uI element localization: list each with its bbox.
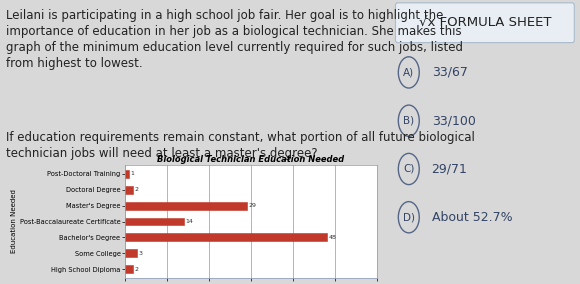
Text: Leilani is participating in a high school job fair. Her goal is to highlight the: Leilani is participating in a high schoo… (6, 9, 463, 70)
Bar (125, 202, 246, 210)
Text: 2: 2 (135, 267, 139, 272)
Text: C): C) (403, 164, 415, 174)
Bar (125, 249, 137, 257)
Text: 3: 3 (139, 251, 143, 256)
Text: B): B) (403, 116, 414, 126)
Title: Biological Technician Education Needed: Biological Technician Education Needed (157, 155, 345, 164)
Y-axis label: Education Needed: Education Needed (11, 190, 17, 253)
Text: √x FORMULA SHEET: √x FORMULA SHEET (419, 16, 551, 29)
Text: A): A) (403, 67, 414, 78)
Bar (125, 186, 133, 194)
Text: 33/67: 33/67 (432, 66, 467, 79)
FancyBboxPatch shape (396, 3, 574, 43)
Bar (125, 265, 133, 273)
Text: If education requirements remain constant, what portion of all future biological: If education requirements remain constan… (6, 131, 474, 160)
Text: About 52.7%: About 52.7% (432, 211, 512, 224)
Text: 48: 48 (328, 235, 336, 240)
Bar (125, 233, 327, 241)
Bar (125, 170, 129, 178)
Text: 14: 14 (185, 219, 193, 224)
Text: 2: 2 (135, 187, 139, 192)
Text: 1: 1 (130, 171, 135, 176)
Bar (125, 218, 183, 225)
Text: 29/71: 29/71 (432, 162, 467, 176)
Text: 29: 29 (248, 203, 256, 208)
Text: D): D) (403, 212, 415, 222)
Text: 33/100: 33/100 (432, 114, 476, 127)
